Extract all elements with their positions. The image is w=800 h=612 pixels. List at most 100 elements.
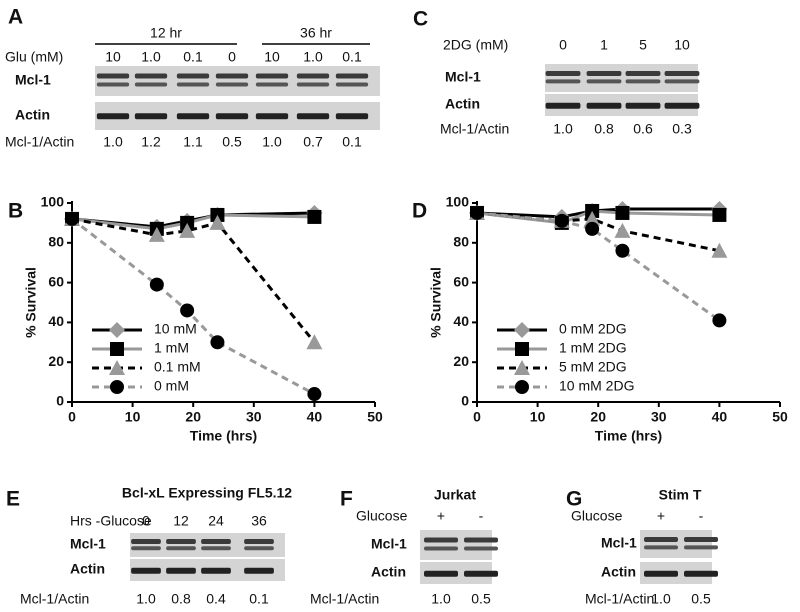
x-tick-label: 10 [530,409,546,425]
row-label: Actin [15,107,50,123]
blot-strip [130,533,285,557]
band [586,79,622,84]
marker [307,209,322,224]
legend-label: 10 mM 2DG [559,378,634,394]
band [335,73,369,79]
lane-header: Glucose [571,508,623,524]
panel-letter: F [340,488,353,511]
group-label: 12 hr [150,25,182,41]
band [215,113,249,120]
lane-label: 1.0 [303,49,323,65]
legend-label: 0 mM 2DG [559,321,627,337]
marker [179,222,196,238]
legend-label: 1 mM 2DG [559,340,627,356]
band [464,546,498,551]
band [255,82,289,87]
band [684,570,718,577]
row-label: Mcl-1 [601,535,637,551]
row-label: Mcl-1 [445,69,481,85]
lane-header: Glu (mM) [5,49,63,65]
x-tick-label: 50 [367,409,383,425]
ratio-value: 0.5 [691,591,711,607]
legend-label: 0.1 mM [154,359,201,375]
ratio-value: 0.1 [249,591,269,607]
marker [615,243,630,258]
blot-strip [420,530,492,560]
band [335,82,369,87]
band [176,113,210,120]
ratio-value: 0.1 [342,134,362,150]
ratio-value: 1.0 [651,591,671,607]
band [464,570,498,577]
x-tick-label: 40 [712,409,728,425]
band [335,113,369,120]
y-tick-label: 40 [48,313,64,329]
marker [306,334,323,350]
band [134,73,168,79]
band [424,537,458,543]
ratio-label: Mcl-1/Actin [5,134,74,150]
y-tick-label: 40 [453,313,469,329]
ratio-value: 0.4 [206,591,226,607]
band [166,546,196,551]
band [545,79,581,84]
ratio-value: 1.0 [431,591,451,607]
ratio-label: Mcl-1/Actin [310,591,379,607]
band [166,567,196,574]
group-label: 36 hr [300,25,332,41]
ratio-label: Mcl-1/Actin [440,121,509,137]
y-tick-label: 100 [41,194,65,210]
lane-header: 2DG (mM) [443,37,508,53]
band [244,539,274,544]
panel-title: Jurkat [434,487,476,503]
band [545,102,581,109]
band [131,539,161,544]
band [131,546,161,551]
y-tick-label: 0 [56,393,64,409]
panel-letter: D [412,200,427,223]
legend-marker [514,322,530,338]
lane-label: 5 [639,37,647,53]
lane-label: 1.0 [141,49,161,65]
panel-title: Stim T [659,487,702,503]
lane-label: 10 [105,49,121,65]
legend-label: 1 mM [154,340,189,356]
x-tick-label: 20 [185,409,201,425]
lane-label: - [699,508,704,524]
lane-label: 10 [264,49,280,65]
marker [711,242,728,258]
marker [180,303,195,318]
y-tick-label: 80 [453,234,469,250]
ratio-value: 0.5 [471,591,491,607]
band [664,79,700,84]
ratio-value: 0.6 [633,121,653,137]
band [625,71,661,76]
legend-marker [515,380,529,394]
band [255,73,289,79]
band [131,567,161,574]
row-label: Actin [601,564,636,580]
legend-marker [109,360,125,375]
band [296,113,330,120]
marker [615,205,630,220]
band [644,570,678,577]
lane-label: 1 [600,37,608,53]
band [96,73,130,79]
band [255,113,289,120]
lane-header: Hrs -Glucose [70,513,152,529]
lane-label: - [479,508,484,524]
y-tick-label: 0 [461,393,469,409]
marker [307,387,322,402]
band [166,539,196,544]
band [644,545,678,550]
row-label: Mcl-1 [70,536,106,552]
y-tick-label: 80 [48,234,64,250]
row-label: Actin [70,561,105,577]
band [201,539,231,544]
band [296,73,330,79]
lane-label: 0.1 [183,49,203,65]
marker [65,211,79,226]
ratio-label: Mcl-1/Actin [585,591,654,607]
band [176,82,210,87]
x-tick-label: 10 [125,409,141,425]
